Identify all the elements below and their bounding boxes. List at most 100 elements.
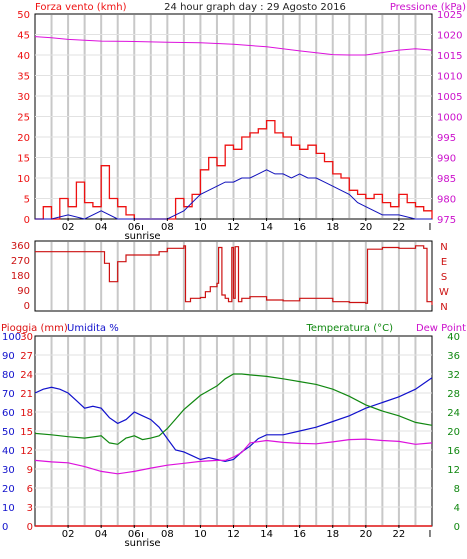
rain-y-tick-label: 0: [27, 522, 33, 533]
pressure-y-tick-label: 1005: [437, 92, 462, 103]
series-temperature: [34, 373, 433, 445]
temp-y-tick-label: 8: [454, 484, 460, 495]
x-tick-label-wind: 22: [393, 222, 406, 233]
x-tick-label-climate: 12: [227, 529, 240, 540]
x-tick-label-climate: 16: [293, 529, 306, 540]
rain-y-tick-label: 21: [20, 389, 33, 400]
wind-y-tick-label: 0: [24, 215, 30, 226]
x-tick-label-climate: 20: [359, 529, 372, 540]
chart-title: 24 hour graph day : 29 Agosto 2016: [164, 2, 346, 13]
direction-y-tick-label: 180: [11, 271, 30, 282]
rain-y-tick-label: 6: [27, 484, 33, 495]
compass-tick-label: E: [441, 257, 447, 268]
rain-axis-label: Pioggia (mm): [1, 323, 68, 334]
wind-y-tick-label: 20: [17, 133, 30, 144]
x-tick-label-wind: 16: [293, 222, 306, 233]
wind-axis-label: Forza vento (kmh): [35, 2, 127, 13]
series-direction: [35, 245, 433, 305]
temp-y-tick-label: 16: [447, 446, 460, 457]
pressure-y-tick-label: 1020: [437, 31, 462, 42]
pressure-y-tick-label: 985: [437, 174, 456, 185]
wind-y-tick-label: 15: [17, 154, 30, 165]
x-tick-label-wind: 06: [128, 222, 141, 233]
series-pressure: [34, 36, 433, 56]
humidity-y-tick-label: 90: [2, 351, 15, 362]
humidity-y-tick-label: 0: [2, 522, 8, 533]
direction-y-tick-label: 0: [24, 301, 30, 312]
sunrise-label-climate: sunrise: [124, 538, 160, 549]
wind-y-tick-label: 5: [24, 195, 30, 206]
wind-y-tick-label: 25: [17, 113, 30, 124]
grid-layer: [35, 15, 432, 525]
compass-tick-label: N: [440, 302, 447, 313]
wind-y-tick-label: 50: [17, 10, 30, 21]
series-dewpoint: [34, 438, 433, 475]
series-gust: [35, 119, 433, 220]
humidity-y-tick-label: 10: [2, 503, 15, 514]
humidity-y-tick-label: 30: [2, 465, 15, 476]
rain-y-tick-label: 12: [20, 446, 33, 457]
temp-y-tick-label: 12: [447, 465, 460, 476]
rain-y-tick-label: 27: [20, 351, 33, 362]
x-tick-label-wind: 12: [227, 222, 240, 233]
compass-tick-label: S: [441, 272, 447, 283]
x-tick-label-wind: 10: [194, 222, 207, 233]
wind-y-tick-label: 45: [17, 31, 30, 42]
humidity-y-tick-label: 100: [2, 332, 21, 343]
x-tick-label-wind: 08: [161, 222, 174, 233]
compass-tick-label: W: [439, 287, 449, 298]
humidity-y-tick-label: 40: [2, 446, 15, 457]
x-tick-label-climate: 22: [393, 529, 406, 540]
humidity-y-tick-label: 20: [2, 484, 15, 495]
x-tick-label-climate: 14: [260, 529, 273, 540]
pressure-axis-label: Pressione (kPa): [390, 2, 466, 13]
wind-y-tick-label: 10: [17, 174, 30, 185]
direction-y-tick-label: 270: [11, 256, 30, 267]
temp-y-tick-label: 24: [447, 408, 460, 419]
x-tick-label-wind: 20: [359, 222, 372, 233]
pressure-y-tick-label: 975: [437, 215, 456, 226]
direction-panel-frame: [34, 240, 433, 312]
axis-labels-layer: 0510152025303540455097598098599099510001…: [2, 10, 462, 549]
x-tick-label-wind: 02: [62, 222, 75, 233]
dewpoint-axis-label: Dew Point: [416, 323, 466, 334]
pressure-y-tick-label: 1015: [437, 51, 462, 62]
compass-tick-label: N: [440, 242, 447, 253]
rain-y-tick-label: 24: [20, 370, 33, 381]
rain-y-tick-label: 18: [20, 408, 33, 419]
pressure-y-tick-label: 1025: [437, 10, 462, 21]
temp-y-tick-label: 32: [447, 370, 460, 381]
x-tick-label-wind: 04: [95, 222, 108, 233]
pressure-y-tick-label: 990: [437, 154, 456, 165]
temp-y-tick-label: 20: [447, 427, 460, 438]
direction-y-tick-label: 360: [11, 241, 30, 252]
x-end-marker-wind: I: [429, 222, 432, 233]
x-tick-label-climate: 10: [194, 529, 207, 540]
rain-y-tick-label: 9: [27, 465, 33, 476]
temp-y-tick-label: 36: [447, 351, 460, 362]
x-end-marker-climate: I: [429, 529, 432, 540]
temp-y-tick-label: 40: [447, 332, 460, 343]
temp-y-tick-label: 4: [454, 503, 460, 514]
pressure-y-tick-label: 995: [437, 133, 456, 144]
humidity-y-tick-label: 80: [2, 370, 15, 381]
wind-y-tick-label: 30: [17, 92, 30, 103]
humidity-y-tick-label: 50: [2, 427, 15, 438]
pressure-y-tick-label: 980: [437, 195, 456, 206]
temp-y-tick-label: 28: [447, 389, 460, 400]
direction-y-tick-label: 90: [17, 286, 30, 297]
humidity-axis-label: Umidita %: [67, 323, 119, 334]
x-tick-label-wind: 18: [326, 222, 339, 233]
x-tick-label-climate: 02: [62, 529, 75, 540]
pressure-y-tick-label: 1010: [437, 72, 462, 83]
temperature-axis-label: Temperatura (°C): [305, 323, 393, 334]
rain-y-tick-label: 15: [20, 427, 33, 438]
rain-y-tick-label: 30: [20, 332, 33, 343]
x-tick-label-climate: 06: [128, 529, 141, 540]
series-humidity: [34, 377, 433, 463]
x-tick-label-wind: 14: [260, 222, 273, 233]
sunrise-label-wind: sunrise: [124, 231, 160, 242]
x-tick-label-climate: 18: [326, 529, 339, 540]
pressure-y-tick-label: 1000: [437, 113, 462, 124]
